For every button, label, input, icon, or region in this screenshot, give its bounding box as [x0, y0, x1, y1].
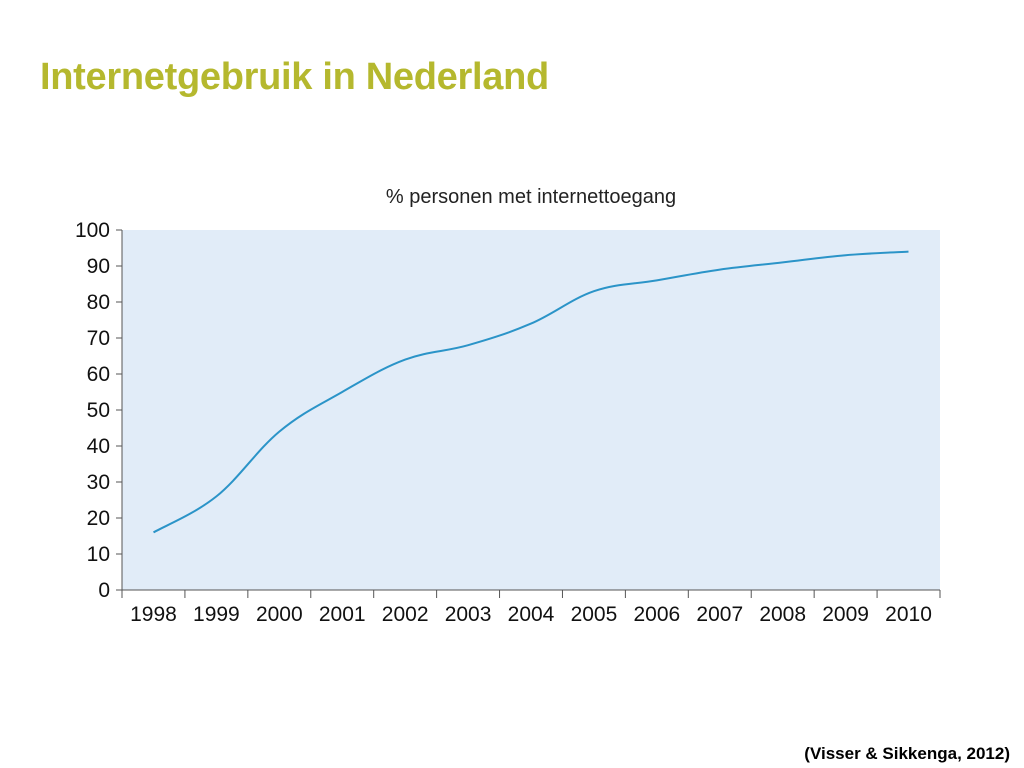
series-line [153, 250, 909, 534]
y-tick-label: 20 [87, 507, 110, 530]
x-tick-label: 2005 [571, 603, 618, 626]
x-tick-label: 2008 [759, 603, 806, 626]
x-tick-label: 2007 [696, 603, 743, 626]
x-tick-label: 2002 [382, 603, 429, 626]
x-tick-label: 2010 [885, 603, 932, 626]
x-tick-label: 2009 [822, 603, 869, 626]
slide-title: Internetgebruik in Nederland [40, 56, 549, 98]
y-tick-label: 90 [87, 255, 110, 278]
x-tick-label: 2006 [633, 603, 680, 626]
x-tick-label: 1999 [193, 603, 240, 626]
x-tick-label: 2004 [508, 603, 555, 626]
y-tick-label: 0 [98, 579, 110, 602]
y-tick-label: 10 [87, 543, 110, 566]
chart-title: % personen met internettoegang [386, 186, 676, 208]
x-tick-label: 2003 [445, 603, 492, 626]
x-tick-label: 1998 [130, 603, 177, 626]
y-axis: 0 10 20 30 40 50 60 70 80 90 100 [75, 219, 123, 602]
x-tick-label: 2000 [256, 603, 303, 626]
y-tick-label: 100 [75, 219, 110, 242]
x-tick-label: 2001 [319, 603, 366, 626]
y-tick-label: 60 [87, 363, 110, 386]
x-axis: 1998 1999 2000 2001 2002 2003 2004 2005 2006 2007… [121, 589, 941, 626]
y-tick-label: 80 [87, 291, 110, 314]
source-citation: (Visser & Sikkenga, 2012) [804, 744, 1010, 763]
y-tick-label: 40 [87, 435, 110, 458]
plot-background [122, 230, 940, 590]
y-tick-label: 50 [87, 399, 110, 422]
y-tick-label: 70 [87, 327, 110, 350]
y-tick-label: 30 [87, 471, 110, 494]
